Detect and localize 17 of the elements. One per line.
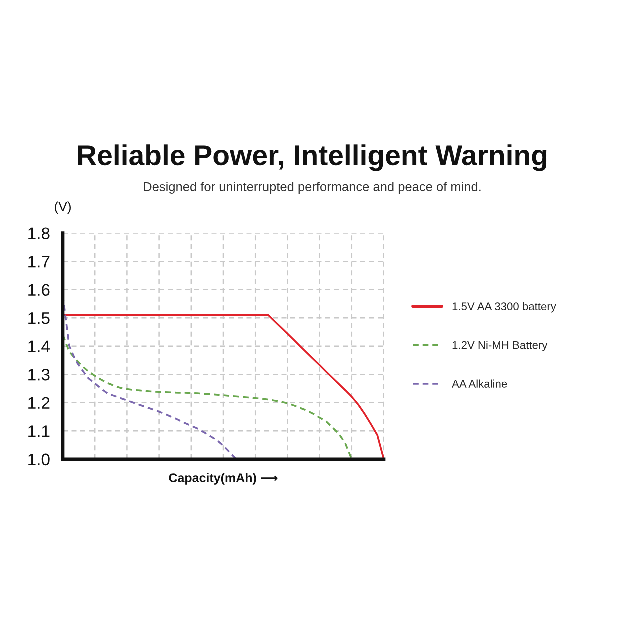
- y-axis-title: (V): [55, 202, 71, 214]
- y-tick-label: 1.7: [28, 256, 50, 268]
- legend-label: AA Alkaline: [452, 380, 508, 388]
- chart-subtitle: Designed for uninterrupted performance and peace of mind.: [144, 182, 481, 194]
- y-tick-label: 1.8: [28, 228, 50, 240]
- y-tick-label: 1.1: [28, 426, 50, 438]
- legend-label: 1.2V Ni-MH Battery: [452, 341, 548, 352]
- y-tick-label: 1.3: [28, 369, 50, 381]
- y-tick-label: 1.5: [28, 312, 50, 324]
- line-series: [63, 334, 353, 460]
- chart-title: Reliable Power, Intelligent Warning: [78, 144, 547, 172]
- y-tick-label: 1.4: [28, 340, 50, 352]
- x-axis-title: Capacity(mAh) ⟶: [169, 473, 278, 485]
- y-tick-label: 1.0: [28, 454, 50, 466]
- y-tick-label: 1.2: [28, 397, 50, 409]
- y-tick-label: 1.6: [28, 284, 50, 296]
- legend-label: 1.5V AA 3300 battery: [452, 302, 556, 313]
